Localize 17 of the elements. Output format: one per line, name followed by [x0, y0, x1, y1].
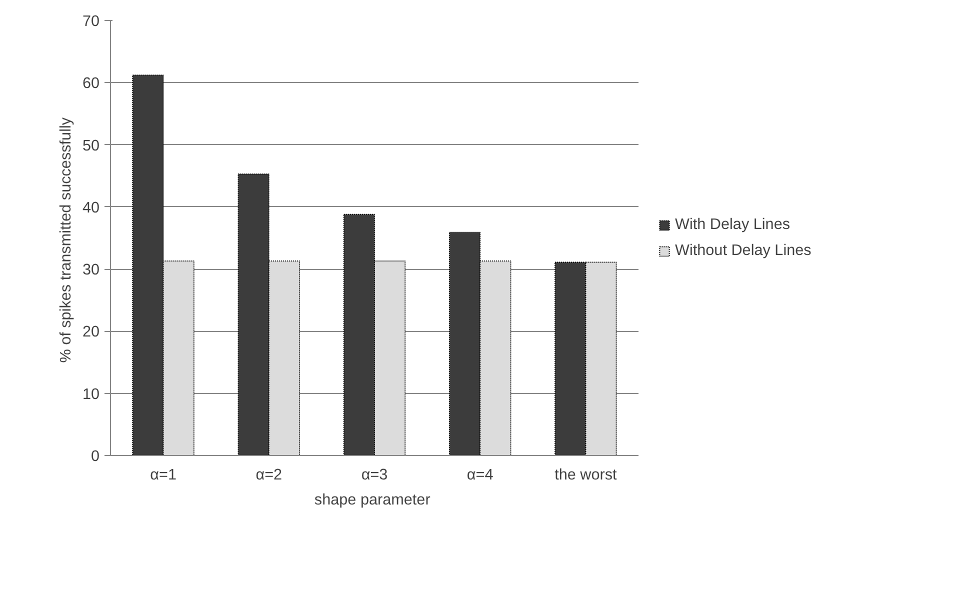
- y-tick-label: 30: [82, 262, 100, 279]
- x-tick-label: the worst: [554, 466, 618, 484]
- x-axis-title: shape parameter: [314, 492, 430, 508]
- y-tick-label: 20: [82, 324, 100, 341]
- y-tick-label: 60: [82, 75, 100, 92]
- x-tick-label: α=4: [466, 466, 494, 484]
- legend-label: With Delay Lines: [675, 216, 790, 234]
- legend-label: Without Delay Lines: [675, 242, 812, 260]
- y-tick-label: 0: [90, 448, 100, 465]
- y-tick-label: 40: [82, 199, 100, 216]
- y-axis-title: % of spikes transmitted successfully: [57, 117, 74, 363]
- y-tick-label: 50: [82, 137, 100, 154]
- x-tick-label: α=1: [150, 466, 176, 484]
- x-tick-label: α=3: [361, 466, 388, 484]
- y-tick-label: 10: [82, 386, 100, 403]
- y-tick-label: 70: [82, 13, 100, 30]
- x-tick-label: α=2: [256, 466, 282, 484]
